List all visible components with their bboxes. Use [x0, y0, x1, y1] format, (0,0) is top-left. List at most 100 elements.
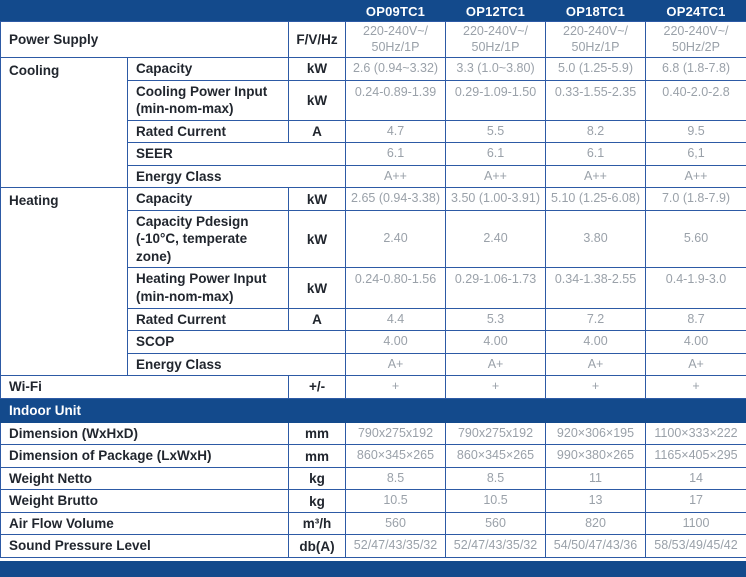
- value-cell: 11: [546, 467, 646, 490]
- value-cell: 4.00: [646, 331, 746, 354]
- row-label: Energy Class: [128, 353, 346, 376]
- value-cell: 0.4-1.9-3.0: [646, 268, 746, 308]
- row-sound-pressure: Sound Pressure Level db(A) 52/47/43/35/3…: [1, 535, 746, 558]
- value-cell: 0.24-0.80-1.56: [346, 268, 446, 308]
- value-cell: 220-240V~/ 50Hz/1P: [346, 22, 446, 58]
- value-cell: 8.5: [446, 467, 546, 490]
- value-cell: 4.00: [446, 331, 546, 354]
- value-cell: 220-240V~/ 50Hz/1P: [546, 22, 646, 58]
- value-cell: 7.0 (1.8-7.9): [646, 188, 746, 211]
- row-label: Rated Current: [128, 120, 289, 143]
- unit-cell: m³/h: [289, 512, 346, 535]
- row-label: Air Flow Volume: [1, 512, 289, 535]
- value-cell: 1100: [646, 512, 746, 535]
- row-air-flow: Air Flow Volume m³/h 560 560 820 1100: [1, 512, 746, 535]
- row-package-dimension: Dimension of Package (LxWxH) mm 860×345×…: [1, 445, 746, 468]
- spec-table: OP09TC1 OP12TC1 OP18TC1 OP24TC1 Power Su…: [0, 0, 746, 558]
- value-cell: 220-240V~/ 50Hz/2P: [646, 22, 746, 58]
- value-cell: 560: [346, 512, 446, 535]
- value-cell: 1100×333×222: [646, 422, 746, 445]
- value-cell: A++: [346, 165, 446, 188]
- row-label: Dimension of Package (LxWxH): [1, 445, 289, 468]
- value-cell: 6.1: [546, 143, 646, 166]
- unit-cell: kg: [289, 490, 346, 513]
- value-cell: 0.29-1.09-1.50: [446, 80, 546, 120]
- value-cell: 0.40-2.0-2.8: [646, 80, 746, 120]
- row-label: Heating Power Input (min-nom-max): [128, 268, 289, 308]
- value-cell: A+: [646, 353, 746, 376]
- row-dimension: Dimension (WxHxD) mm 790x275x192 790x275…: [1, 422, 746, 445]
- value-cell: 860×345×265: [346, 445, 446, 468]
- unit-cell: kW: [289, 188, 346, 211]
- value-cell: +: [346, 376, 446, 399]
- value-cell: 10.5: [446, 490, 546, 513]
- row-label: Power Supply: [1, 22, 289, 58]
- header-spacer: [1, 1, 346, 22]
- value-cell: 3.3 (1.0~3.80): [446, 58, 546, 81]
- value-cell: 8.7: [646, 308, 746, 331]
- row-wifi: Wi-Fi +/- + + + +: [1, 376, 746, 399]
- row-label: Wi-Fi: [1, 376, 289, 399]
- value-cell: 13: [546, 490, 646, 513]
- value-cell: 2.40: [346, 210, 446, 268]
- row-label: Weight Brutto: [1, 490, 289, 513]
- value-cell: 920×306×195: [546, 422, 646, 445]
- section-bar-indoor-unit: Indoor Unit: [1, 398, 746, 422]
- value-cell: A++: [646, 165, 746, 188]
- value-cell: 4.4: [346, 308, 446, 331]
- value-cell: 4.00: [546, 331, 646, 354]
- unit-cell: A: [289, 308, 346, 331]
- unit-cell: kW: [289, 210, 346, 268]
- value-cell: 6.1: [446, 143, 546, 166]
- value-cell: 4.00: [346, 331, 446, 354]
- value-cell: 790x275x192: [446, 422, 546, 445]
- value-cell: 2.40: [446, 210, 546, 268]
- row-label: Sound Pressure Level: [1, 535, 289, 558]
- value-cell: 2.65 (0.94-3.38): [346, 188, 446, 211]
- group-label-heating: Heating: [1, 188, 128, 376]
- value-cell: 6.1: [346, 143, 446, 166]
- row-cooling-capacity: Cooling Capacity kW 2.6 (0.94~3.32) 3.3 …: [1, 58, 746, 81]
- value-cell: 0.29-1.06-1.73: [446, 268, 546, 308]
- model-header-op18tc1: OP18TC1: [546, 1, 646, 22]
- value-cell: 14: [646, 467, 746, 490]
- row-weight-netto: Weight Netto kg 8.5 8.5 11 14: [1, 467, 746, 490]
- unit-cell: db(A): [289, 535, 346, 558]
- value-cell: 8.2: [546, 120, 646, 143]
- model-header-op12tc1: OP12TC1: [446, 1, 546, 22]
- value-cell: A+: [546, 353, 646, 376]
- row-power-supply: Power Supply F/V/Hz 220-240V~/ 50Hz/1P 2…: [1, 22, 746, 58]
- unit-cell: mm: [289, 445, 346, 468]
- unit-cell: F/V/Hz: [289, 22, 346, 58]
- unit-cell: +/-: [289, 376, 346, 399]
- row-label: Capacity: [128, 188, 289, 211]
- row-label: Capacity: [128, 58, 289, 81]
- row-label: Weight Netto: [1, 467, 289, 490]
- row-label: Rated Current: [128, 308, 289, 331]
- value-cell: 58/53/49/45/42: [646, 535, 746, 558]
- row-label: Energy Class: [128, 165, 346, 188]
- value-cell: 6.8 (1.8-7.8): [646, 58, 746, 81]
- unit-cell: mm: [289, 422, 346, 445]
- value-cell: +: [546, 376, 646, 399]
- value-cell: 990×380×265: [546, 445, 646, 468]
- value-cell: A++: [546, 165, 646, 188]
- unit-cell: A: [289, 120, 346, 143]
- model-header-op09tc1: OP09TC1: [346, 1, 446, 22]
- row-heating-capacity: Heating Capacity kW 2.65 (0.94-3.38) 3.5…: [1, 188, 746, 211]
- section-title: Indoor Unit: [1, 398, 746, 422]
- row-label: Dimension (WxHxD): [1, 422, 289, 445]
- value-cell: 0.24-0.89-1.39: [346, 80, 446, 120]
- value-cell: 52/47/43/35/32: [346, 535, 446, 558]
- value-cell: 4.7: [346, 120, 446, 143]
- bottom-accent-bar: [0, 561, 746, 577]
- row-label: SEER: [128, 143, 346, 166]
- value-cell: 3.50 (1.00-3.91): [446, 188, 546, 211]
- value-cell: 5.0 (1.25-5.9): [546, 58, 646, 81]
- value-cell: 5.60: [646, 210, 746, 268]
- value-cell: 820: [546, 512, 646, 535]
- unit-cell: kW: [289, 80, 346, 120]
- value-cell: 560: [446, 512, 546, 535]
- value-cell: 5.5: [446, 120, 546, 143]
- row-weight-brutto: Weight Brutto kg 10.5 10.5 13 17: [1, 490, 746, 513]
